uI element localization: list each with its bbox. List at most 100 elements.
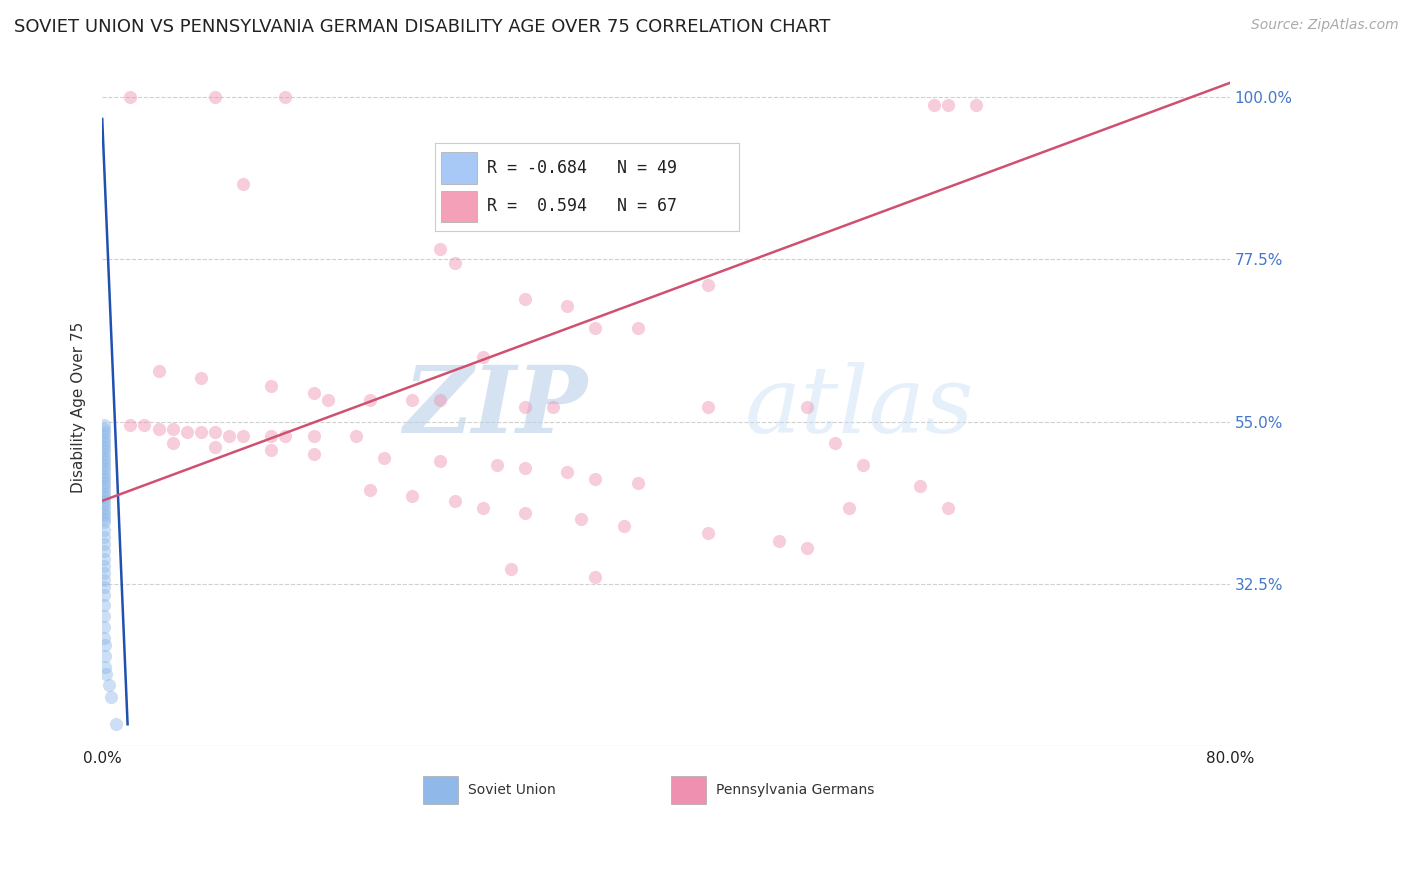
Point <box>316 392 339 407</box>
Point <box>93 512 115 526</box>
Point <box>93 475 115 490</box>
Point <box>93 418 115 433</box>
Point <box>93 433 115 447</box>
Y-axis label: Disability Age Over 75: Disability Age Over 75 <box>72 322 86 492</box>
Point <box>93 494 115 508</box>
Point <box>148 422 170 436</box>
Point <box>232 177 254 191</box>
Point <box>93 580 115 594</box>
Point <box>697 526 720 541</box>
Point <box>134 418 156 433</box>
Point <box>93 468 115 483</box>
Point <box>93 573 115 587</box>
Point <box>429 242 451 256</box>
Point <box>93 465 115 479</box>
Point <box>93 530 115 544</box>
Point <box>585 569 607 583</box>
Point <box>936 501 959 516</box>
Point <box>485 458 508 472</box>
Point <box>93 566 115 580</box>
Point <box>93 599 115 613</box>
Point <box>373 450 395 465</box>
Point <box>204 90 226 104</box>
Point <box>613 519 636 533</box>
Point <box>93 472 115 486</box>
Point <box>93 486 115 500</box>
Point <box>93 551 115 566</box>
Point <box>93 458 115 472</box>
Point <box>697 401 720 415</box>
Point <box>555 299 578 313</box>
Point <box>93 537 115 551</box>
Point <box>94 659 117 673</box>
Point <box>204 440 226 454</box>
Text: atlas: atlas <box>745 362 974 452</box>
Point <box>627 321 650 335</box>
Point <box>93 447 115 461</box>
Point <box>513 401 536 415</box>
Point <box>585 321 607 335</box>
Point <box>190 425 212 440</box>
Point <box>93 479 115 493</box>
Point <box>344 429 367 443</box>
Point <box>93 436 115 450</box>
Point <box>260 429 283 443</box>
Point <box>93 461 115 475</box>
Point <box>401 489 423 503</box>
Point <box>93 505 115 519</box>
Point <box>148 364 170 378</box>
Point <box>93 631 115 645</box>
Point <box>302 385 325 400</box>
Point <box>965 97 987 112</box>
Point <box>218 429 240 443</box>
Point <box>824 436 846 450</box>
Point <box>274 429 297 443</box>
Point <box>768 533 790 548</box>
Point <box>232 429 254 443</box>
Point <box>908 479 931 493</box>
Point <box>162 422 184 436</box>
Point <box>513 292 536 306</box>
Point <box>936 97 959 112</box>
Point <box>852 458 875 472</box>
Point <box>302 447 325 461</box>
Point <box>93 508 115 523</box>
Point <box>94 638 117 652</box>
Point <box>162 436 184 450</box>
Point <box>471 350 494 364</box>
Point <box>513 506 536 520</box>
Point <box>93 523 115 537</box>
Point <box>93 429 115 443</box>
Point <box>499 562 522 576</box>
Point <box>176 425 198 440</box>
Point <box>541 401 564 415</box>
Text: Source: ZipAtlas.com: Source: ZipAtlas.com <box>1251 18 1399 32</box>
Point <box>359 483 381 497</box>
Point <box>93 440 115 454</box>
Point <box>96 666 118 681</box>
Point <box>93 516 115 530</box>
Point <box>120 418 142 433</box>
Point <box>443 256 465 270</box>
Point <box>98 678 121 692</box>
Point <box>796 401 818 415</box>
Point <box>204 425 226 440</box>
Text: SOVIET UNION VS PENNSYLVANIA GERMAN DISABILITY AGE OVER 75 CORRELATION CHART: SOVIET UNION VS PENNSYLVANIA GERMAN DISA… <box>14 18 831 36</box>
Point <box>93 450 115 465</box>
Point <box>93 443 115 458</box>
Point <box>443 494 465 508</box>
Point <box>93 483 115 497</box>
Point <box>260 378 283 392</box>
Point <box>93 558 115 573</box>
Point <box>93 501 115 516</box>
Point <box>796 541 818 555</box>
Point <box>260 443 283 458</box>
Point <box>429 454 451 468</box>
Point <box>471 501 494 516</box>
Point <box>838 501 860 516</box>
Point <box>697 277 720 292</box>
Point <box>93 498 115 512</box>
Point <box>585 472 607 486</box>
Point <box>359 392 381 407</box>
Point <box>274 90 297 104</box>
